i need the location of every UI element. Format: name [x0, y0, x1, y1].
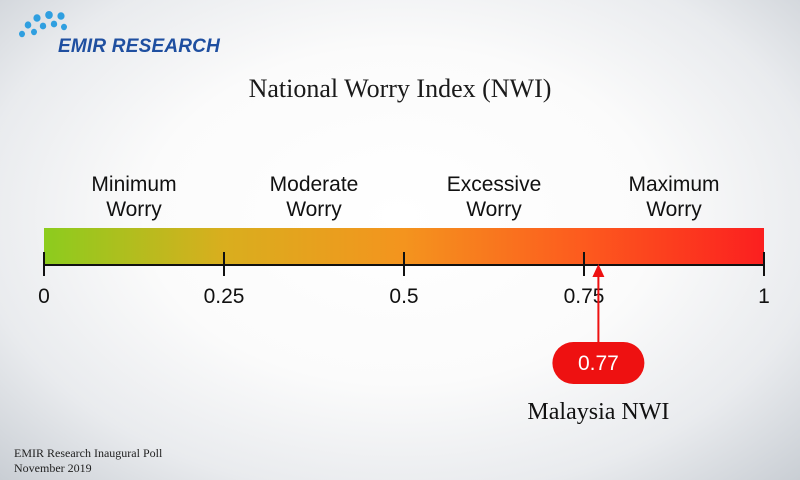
marker-value-text: 0.77 — [578, 352, 619, 375]
tick-label-0.25: 0.25 — [204, 285, 245, 308]
category-label-3-line1: Excessive — [447, 173, 542, 196]
category-label-1-line2: Worry — [106, 198, 162, 221]
marker-value-badge — [552, 342, 645, 384]
category-label-2-line1: Moderate — [270, 173, 359, 196]
category-label-3-line2: Worry — [466, 198, 522, 221]
category-label-4-line1: Maximum — [628, 173, 719, 196]
logo-text: EMIR RESEARCH — [58, 36, 221, 57]
chart-title: National Worry Index (NWI) — [248, 74, 552, 103]
marker-label-text: Malaysia NWI — [527, 399, 669, 425]
category-label-1-line1: Minimum — [91, 173, 176, 196]
logo-dots-icon — [19, 11, 67, 38]
tick-label-1: 1 — [758, 285, 770, 308]
footer-line-date: November 2019 — [14, 461, 92, 475]
tick-label-0.75: 0.75 — [564, 285, 605, 308]
emir-research-logo: EMIR RESEARCH — [12, 8, 220, 57]
footer-source: EMIR Research Inaugural Poll November 20… — [14, 446, 162, 476]
category-label-2-line2: Worry — [286, 198, 342, 221]
footer-line-source: EMIR Research Inaugural Poll — [14, 446, 163, 460]
category-label-4-line2: Worry — [646, 198, 702, 221]
marker-arrowhead — [592, 264, 605, 277]
tick-label-0.5: 0.5 — [389, 285, 418, 308]
tick-label-0: 0 — [38, 285, 50, 308]
